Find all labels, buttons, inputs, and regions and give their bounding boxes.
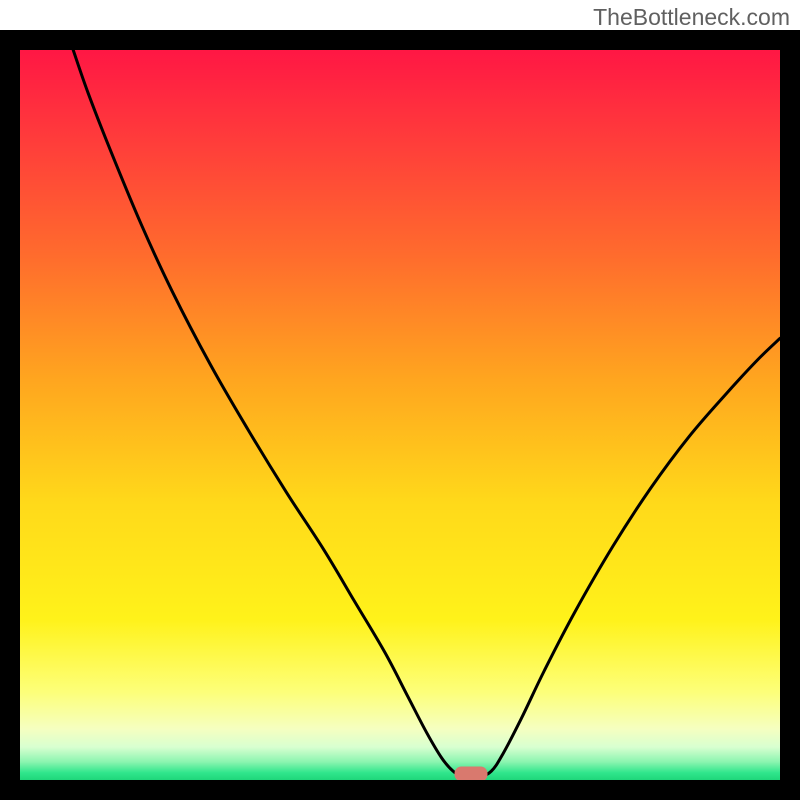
- watermark-text: TheBottleneck.com: [593, 4, 790, 31]
- chart-plot-area: [20, 50, 780, 780]
- chart-container: TheBottleneck.com: [0, 0, 800, 800]
- chart-curve: [20, 50, 780, 780]
- chart-marker: [454, 767, 487, 780]
